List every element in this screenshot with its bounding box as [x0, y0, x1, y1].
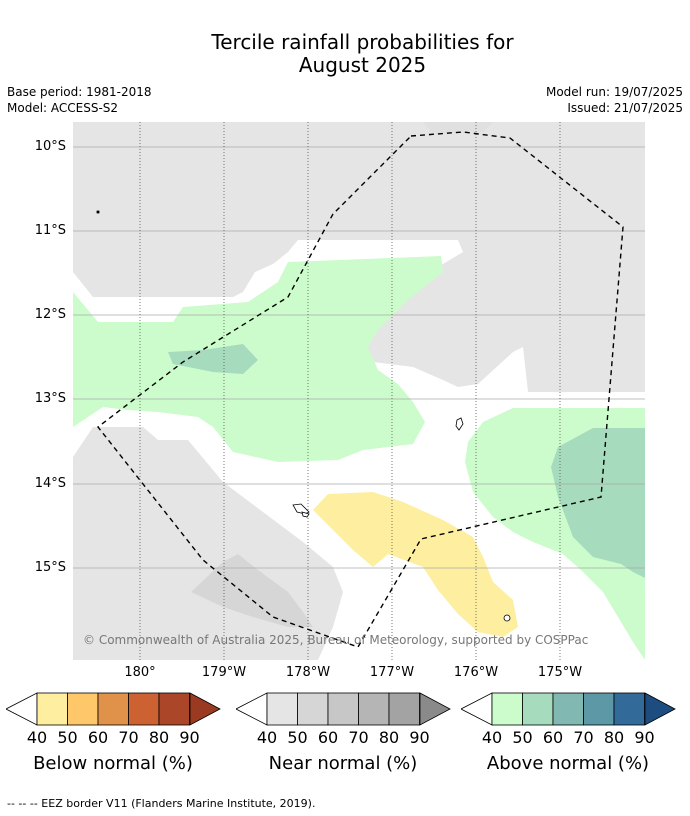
island-small-north — [455, 417, 464, 431]
title-line-2: August 2025 — [298, 53, 427, 77]
lat-label-15s: 15°S — [34, 560, 66, 575]
colorbar-below-swatch — [67, 692, 99, 726]
near-normal-region-southwest-dark — [191, 554, 313, 627]
colorbar-below-low-arrow — [6, 692, 38, 726]
colorbar-below-swatch — [158, 692, 190, 726]
colorbar-below — [6, 692, 221, 726]
near-normal-region-north — [73, 122, 645, 392]
colorbar-above — [461, 692, 676, 726]
below-normal-region — [313, 492, 518, 637]
tick-below-70: 70 — [118, 728, 139, 747]
meta-right: Model run: 19/07/2025 Issued: 21/07/2025 — [546, 84, 683, 116]
colorbar-near-swatch — [266, 692, 298, 726]
colorbar-above-swatch — [583, 692, 615, 726]
colorbar-near-swatch — [388, 692, 420, 726]
lat-label-13s: 13°S — [34, 391, 66, 406]
tick-near-90: 90 — [409, 728, 430, 747]
island-south — [503, 614, 511, 622]
model-run: Model run: 19/07/2025 — [545, 85, 683, 99]
model-name: Model: ACCESS-S2 — [7, 101, 119, 115]
colorbar-above-swatch — [522, 692, 554, 726]
colorbar-above-swatch — [491, 692, 523, 726]
colorbar-near-swatch — [327, 692, 359, 726]
legend-near-normal — [236, 692, 452, 726]
colorbar-below-swatch — [97, 692, 129, 726]
above-normal-region-west — [73, 256, 443, 462]
map-panel — [73, 122, 645, 660]
near-normal-region-northeast-inner — [423, 122, 493, 134]
tick-above-50: 50 — [512, 728, 533, 747]
lat-label-11s: 11°S — [34, 223, 66, 238]
colorbar-near-low-arrow — [236, 692, 268, 726]
lon-label-179w: 179°W — [201, 665, 247, 680]
colorbar-near-swatch — [358, 692, 390, 726]
title-line-1: Tercile rainfall probabilities for — [211, 30, 514, 54]
island-tiny-nw — [96, 210, 100, 214]
tick-above-60: 60 — [542, 728, 564, 747]
issued-date: Issued: 21/07/2025 — [567, 101, 683, 115]
islands — [96, 210, 511, 622]
tick-near-70: 70 — [348, 728, 369, 747]
tick-near-60: 60 — [317, 728, 339, 747]
colorbar-above-swatch — [552, 692, 584, 726]
tick-below-60: 60 — [87, 728, 109, 747]
colorbar-near-swatch — [297, 692, 329, 726]
legend-above-normal — [461, 692, 677, 726]
tick-below-40: 40 — [26, 728, 48, 747]
colorbar-above-low-arrow — [461, 692, 493, 726]
tick-near-50: 50 — [287, 728, 308, 747]
tick-below-80: 80 — [148, 728, 170, 747]
lon-label-180: 180° — [124, 665, 156, 680]
colorbar-below-swatch — [128, 692, 160, 726]
colorbar-near — [236, 692, 451, 726]
tick-below-50: 50 — [57, 728, 78, 747]
colorbar-below-high-arrow — [189, 692, 221, 726]
tick-above-90: 90 — [634, 728, 655, 747]
copyright-notice: © Commonwealth of Australia 2025, Bureau… — [83, 633, 589, 647]
lon-label-175w: 175°W — [537, 665, 583, 680]
legend-title-above: Above normal (%) — [486, 753, 650, 774]
base-period: Base period: 1981-2018 — [7, 85, 152, 99]
lon-label-176w: 176°W — [453, 665, 499, 680]
tick-above-40: 40 — [481, 728, 503, 747]
lat-label-14s: 14°S — [34, 476, 66, 491]
lon-label-177w: 177°W — [369, 665, 415, 680]
lat-label-12s: 12°S — [34, 307, 66, 322]
tick-near-80: 80 — [378, 728, 400, 747]
tick-above-80: 80 — [603, 728, 625, 747]
lon-label-178w: 178°W — [285, 665, 331, 680]
tick-below-90: 90 — [179, 728, 200, 747]
island-west-2 — [301, 511, 310, 518]
colorbar-above-high-arrow — [644, 692, 676, 726]
colorbar-near-high-arrow — [419, 692, 451, 726]
map-title: Tercile rainfall probabilities for Augus… — [0, 31, 690, 77]
lat-label-10s: 10°S — [34, 139, 66, 154]
island-west — [292, 503, 310, 515]
colorbar-above-swatch — [613, 692, 645, 726]
colorbar-below-swatch — [36, 692, 68, 726]
eez-footnote: -- -- -- EEZ border V11 (Flanders Marine… — [7, 797, 316, 810]
legend-below-normal — [6, 692, 222, 726]
tick-near-40: 40 — [256, 728, 278, 747]
latitude-gridlines — [73, 146, 645, 569]
above-normal-region-east-teal — [551, 428, 645, 578]
legend-title-below: Below normal (%) — [33, 753, 193, 774]
legend-title-near: Near normal (%) — [268, 753, 418, 774]
tick-above-70: 70 — [573, 728, 594, 747]
above-normal-region-west-teal — [168, 344, 258, 374]
meta-left: Base period: 1981-2018 Model: ACCESS-S2 — [7, 84, 152, 116]
